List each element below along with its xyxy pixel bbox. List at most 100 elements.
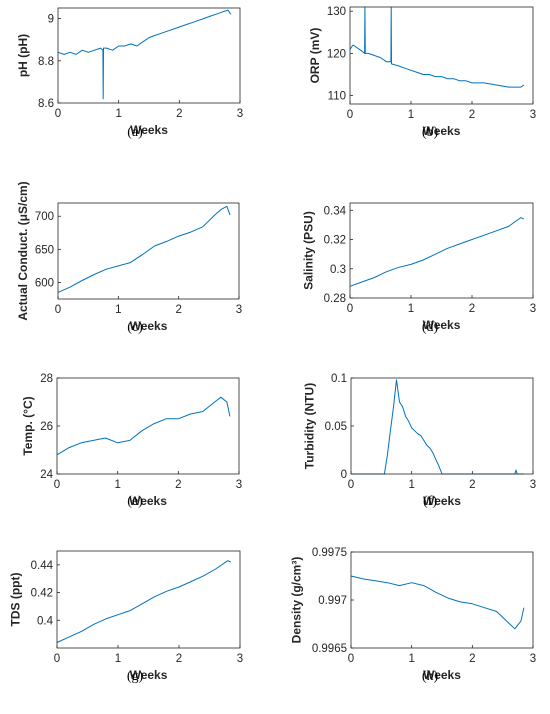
- panel-f: 0 1 2 3 0 0.05 0.1 Weeks Turbidity (NTU) (f): [302, 373, 536, 509]
- axes-box-f: [350, 377, 534, 475]
- x-tick-label-h: 0: [348, 653, 354, 665]
- y-tick-label-d: 0.3: [330, 264, 346, 276]
- y-tick-label-h: 0.9975: [312, 547, 347, 559]
- panel-h: 0 1 2 3 0.9965 0.997 0.9975 Weeks Density (g/cm³…: [290, 547, 537, 684]
- x-axis-label-g: Weeks: [130, 668, 168, 682]
- y-tick-label-h: 0.9965: [312, 643, 347, 655]
- x-tick-label-c: 3: [236, 304, 242, 316]
- series-line-g: [56, 560, 232, 643]
- x-tick-label-g: 1: [115, 653, 121, 665]
- x-tick-label-a: 2: [176, 108, 182, 120]
- x-tick-label-a: 1: [115, 108, 121, 120]
- y-tick-label-a: 8.8: [38, 56, 54, 68]
- x-tick-label-c: 0: [55, 304, 61, 316]
- x-tick-label-e: 3: [236, 479, 242, 491]
- y-axis-label-c: Actual Conduct. (μS/cm): [16, 181, 30, 320]
- series-line-a: [57, 9, 232, 100]
- y-tick-label-a: 9: [48, 14, 54, 26]
- x-tick-label-b: 2: [469, 109, 475, 121]
- x-tick-label-f: 2: [469, 479, 475, 491]
- y-tick-label-c: 650: [35, 244, 54, 256]
- x-tick-label-d: 3: [530, 303, 536, 315]
- y-tick-label-b: 110: [328, 91, 346, 103]
- x-tick-label-f: 1: [408, 479, 414, 491]
- y-tick-label-f: 0: [341, 469, 347, 481]
- x-tick-label-g: 2: [176, 653, 182, 665]
- x-axis-label-h: Weeks: [423, 668, 461, 682]
- series-line-h: [350, 575, 525, 630]
- y-tick-label-e: 26: [40, 421, 53, 433]
- x-tick-label-a: 0: [55, 108, 61, 120]
- panel-label-h: (h): [422, 669, 439, 684]
- x-axis-label-c: Weeks: [130, 319, 168, 333]
- y-tick-label-d: 0.34: [324, 205, 347, 217]
- x-tick-label-b: 0: [347, 109, 353, 121]
- panel-a: 0 1 2 3 8.6 8.8 9 Weeks pH (pH) (a): [16, 7, 243, 140]
- x-tick-label-c: 1: [115, 304, 121, 316]
- x-tick-label-f: 3: [530, 479, 536, 491]
- x-tick-label-b: 1: [408, 109, 414, 121]
- x-tick-label-g: 0: [54, 653, 60, 665]
- x-tick-label-e: 0: [54, 479, 60, 491]
- y-tick-label-c: 600: [35, 277, 54, 289]
- panel-e: 0 1 2 3 24 26 28 Weeks Temp. (°C) (e): [21, 373, 242, 509]
- panel-label-c: (c): [127, 320, 143, 335]
- x-tick-label-e: 2: [175, 479, 181, 491]
- x-tick-label-h: 2: [469, 653, 475, 665]
- x-tick-label-b: 3: [530, 109, 536, 121]
- panel-d: 0 1 2 3 0.28 0.3 0.32 0.34 Weeks Salinity (PSU) (d…: [301, 202, 536, 335]
- y-tick-label-b: 130: [327, 6, 346, 18]
- y-axis-label-g: TDS (ppt): [8, 573, 22, 627]
- panel-g: 0 1 2 3 0.4 0.42 0.44 Weeks TDS (ppt) (g): [8, 550, 243, 684]
- y-tick-label-e: 28: [40, 373, 53, 385]
- x-tick-label-h: 1: [408, 653, 414, 665]
- y-axis-label-b: ORP (mV): [308, 28, 322, 84]
- y-tick-label-f: 0.1: [331, 373, 347, 385]
- y-tick-label-d: 0.28: [324, 293, 346, 305]
- panel-label-e: (e): [127, 494, 143, 509]
- y-tick-label-g: 0.4: [37, 615, 54, 627]
- y-tick-label-d: 0.32: [324, 235, 346, 247]
- series-line-d: [349, 217, 525, 287]
- y-tick-label-b: 120: [327, 48, 346, 60]
- x-tick-label-f: 0: [348, 479, 354, 491]
- series-line-f: [351, 379, 524, 475]
- x-axis-label-d: Weeks: [423, 318, 461, 332]
- y-tick-label-g: 0.42: [31, 588, 53, 600]
- y-tick-label-c: 700: [35, 211, 54, 223]
- y-tick-label-a: 8.6: [38, 98, 54, 110]
- x-tick-label-d: 1: [408, 303, 414, 315]
- x-tick-label-e: 1: [114, 479, 120, 491]
- panel-b: 0 1 2 3 110 120 130 Weeks ORP (mV) (b): [308, 6, 536, 140]
- y-tick-label-g: 0.44: [31, 560, 54, 572]
- x-tick-label-c: 2: [175, 304, 181, 316]
- panel-c: 0 1 2 3 600 650 700 Weeks Actual Conduct. (μS/cm…: [16, 181, 242, 335]
- series-line-b: [349, 6, 525, 88]
- y-axis-label-f: Turbidity (NTU): [302, 383, 316, 469]
- x-tick-label-g: 3: [237, 653, 243, 665]
- x-axis-label-a: Weeks: [130, 123, 168, 137]
- y-tick-label-h: 0.997: [318, 595, 347, 607]
- panel-label-b: (b): [422, 125, 439, 140]
- x-tick-label-d: 2: [469, 303, 475, 315]
- series-line-c: [57, 205, 231, 293]
- panel-label-d: (d): [422, 320, 439, 335]
- y-axis-label-a: pH (pH): [16, 34, 30, 77]
- y-axis-label-e: Temp. (°C): [21, 396, 35, 455]
- y-tick-label-f: 0.05: [325, 421, 347, 433]
- axes-box-d: [349, 202, 534, 299]
- x-tick-label-a: 3: [237, 108, 243, 120]
- panel-label-g: (g): [127, 669, 144, 684]
- axes-box-b: [349, 6, 534, 105]
- panel-label-f: (f): [423, 494, 437, 509]
- x-axis-label-e: Weeks: [129, 494, 167, 508]
- x-axis-label-b: Weeks: [423, 124, 461, 138]
- series-line-e: [56, 396, 231, 456]
- axes-box-e: [56, 377, 240, 475]
- y-axis-label-d: Salinity (PSU): [301, 211, 315, 290]
- x-axis-label-f: Weeks: [423, 494, 461, 508]
- y-tick-label-e: 24: [40, 469, 53, 481]
- panel-label-a: (a): [127, 125, 143, 140]
- axes-box-c: [57, 202, 240, 300]
